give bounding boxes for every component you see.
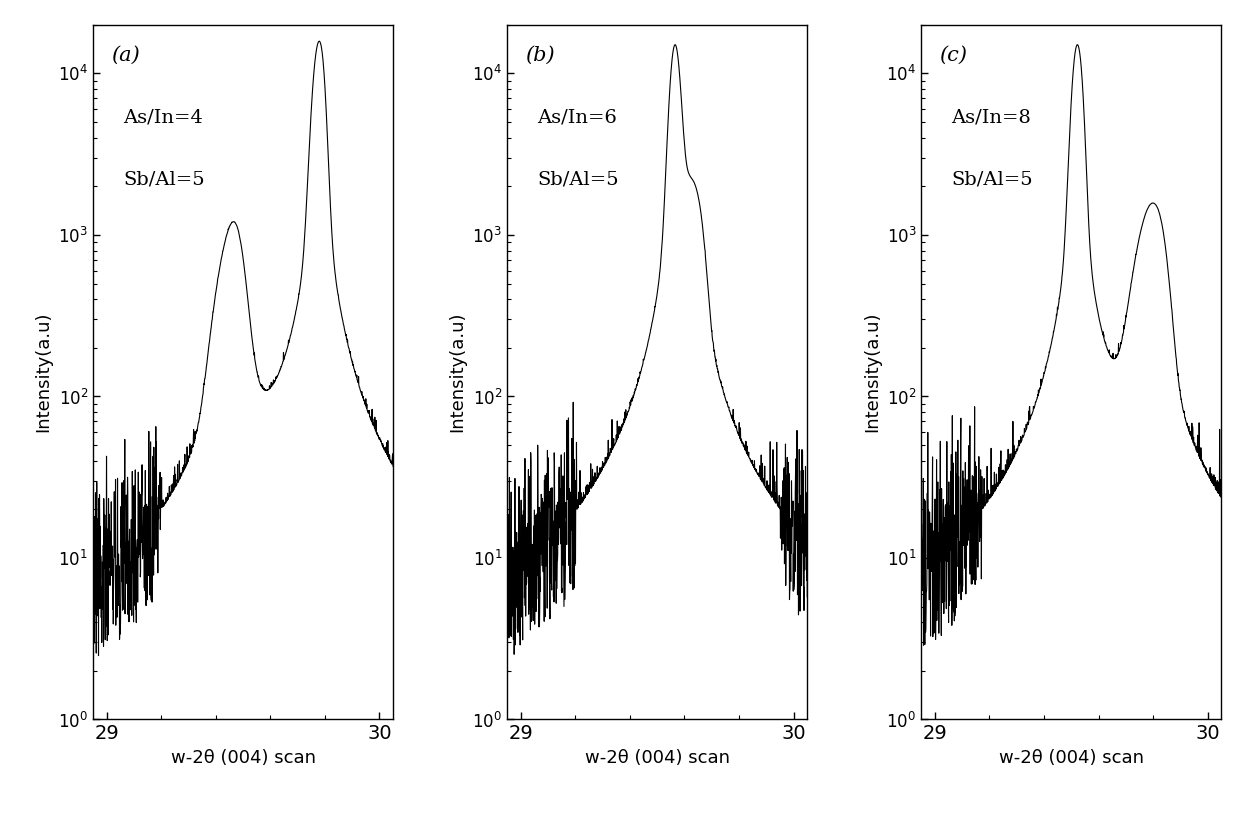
Text: Sb/Al=5: Sb/Al=5 [951, 170, 1033, 189]
X-axis label: w-2θ (004) scan: w-2θ (004) scan [999, 749, 1143, 767]
Text: (c): (c) [940, 45, 967, 65]
Y-axis label: Intensity(a.u): Intensity(a.u) [863, 312, 880, 433]
X-axis label: w-2θ (004) scan: w-2θ (004) scan [585, 749, 729, 767]
Y-axis label: Intensity(a.u): Intensity(a.u) [35, 312, 52, 433]
Text: (a): (a) [112, 45, 140, 65]
Text: Sb/Al=5: Sb/Al=5 [537, 170, 619, 189]
Text: As/In=4: As/In=4 [123, 108, 203, 127]
Text: (b): (b) [526, 45, 554, 65]
Text: As/In=6: As/In=6 [537, 108, 618, 127]
X-axis label: w-2θ (004) scan: w-2θ (004) scan [171, 749, 315, 767]
Text: Sb/Al=5: Sb/Al=5 [123, 170, 205, 189]
Text: As/In=8: As/In=8 [951, 108, 1032, 127]
Y-axis label: Intensity(a.u): Intensity(a.u) [449, 312, 466, 433]
